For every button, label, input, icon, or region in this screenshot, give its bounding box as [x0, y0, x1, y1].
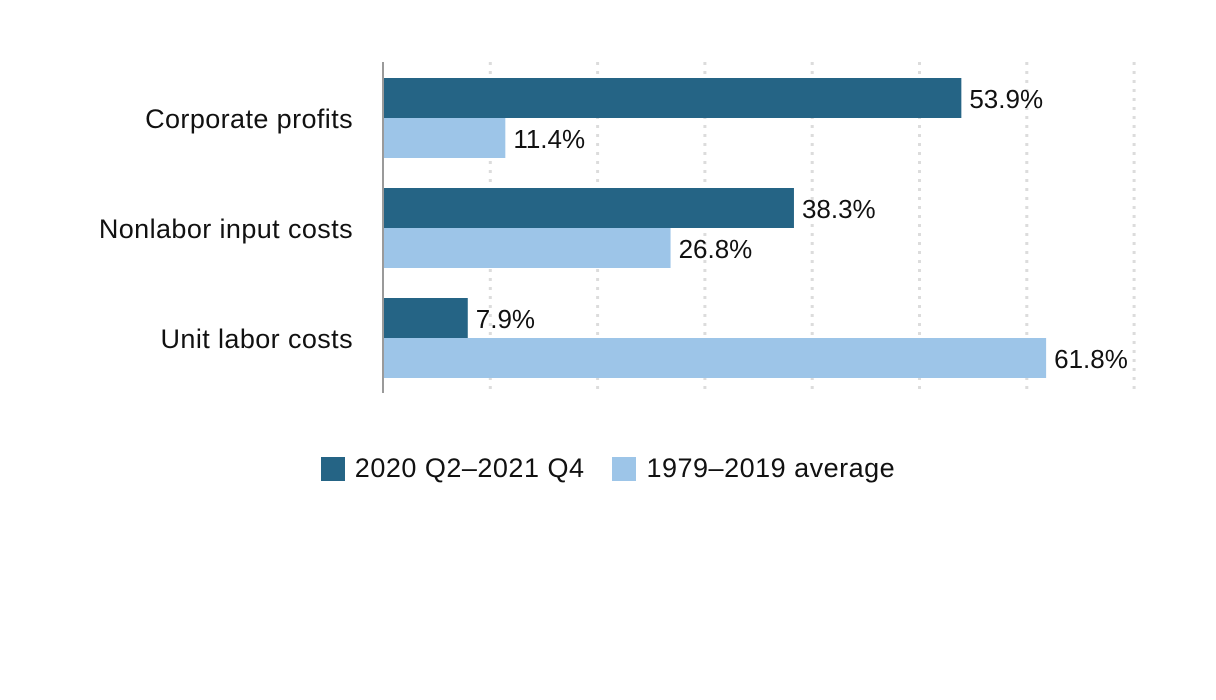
category-label: Unit labor costs: [161, 324, 353, 354]
data-label: 61.8%: [1054, 344, 1128, 374]
bar-recent: [383, 298, 468, 338]
bar-average: [383, 338, 1047, 378]
data-label: 38.3%: [802, 194, 876, 224]
category-label: Corporate profits: [145, 104, 353, 134]
legend-swatch-recent: [320, 456, 345, 481]
data-label: 53.9%: [969, 84, 1043, 114]
bar-average: [383, 118, 506, 158]
chart-legend: 2020 Q2–2021 Q4 1979–2019 average: [0, 453, 1216, 484]
chart-plot: 53.9% 11.4% Corporate profits 38.3% 26.8% Non…: [99, 62, 1136, 393]
category-label: Nonlabor input costs: [99, 214, 353, 244]
data-label: 7.9%: [476, 304, 535, 334]
legend-swatch-average: [612, 456, 637, 481]
bar-recent: [383, 188, 794, 228]
data-label: 26.8%: [679, 234, 753, 264]
bar-average: [383, 228, 671, 268]
legend-label-recent: 2020 Q2–2021 Q4: [354, 453, 585, 483]
legend-item-recent: 2020 Q2–2021 Q4: [320, 453, 585, 484]
legend-item-average: 1979–2019 average: [612, 453, 895, 484]
data-label: 11.4%: [513, 124, 585, 154]
legend-label-average: 1979–2019 average: [646, 453, 896, 483]
bar-recent: [383, 78, 962, 118]
